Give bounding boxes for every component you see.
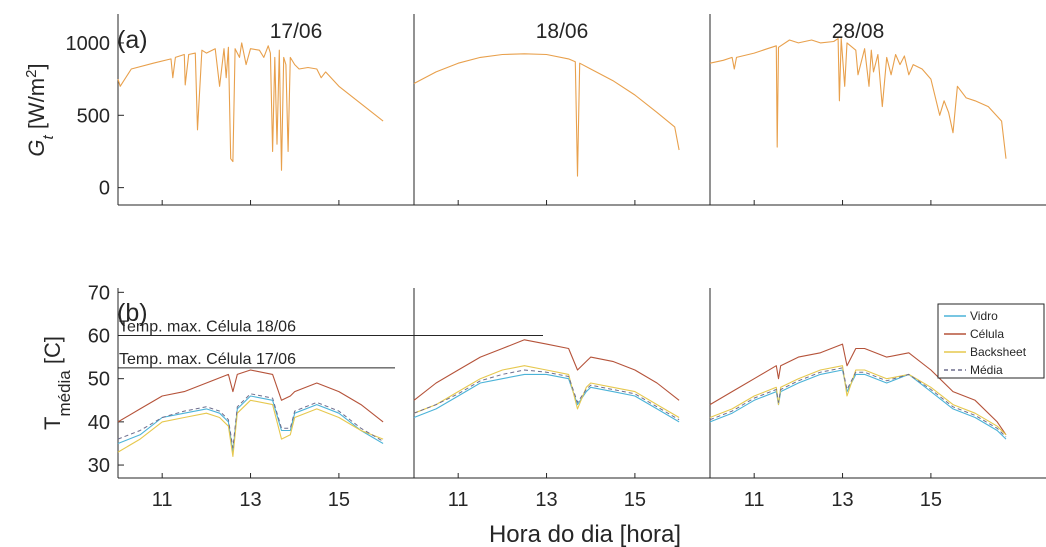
temp-line-célula-28-08 [709,343,1007,436]
legend-label-backsheet: Backsheet [970,345,1027,359]
y-tick-label: 40 [88,412,110,434]
panel-b-ylabel: Tmédia [C] [40,336,74,430]
y-tick-label: 0 [99,178,110,200]
temperature-panel: 30 40 50 60 70 11 13 15 11 13 15 11 13 15 Temp. max. … [40,282,1046,511]
day-label: 18/06 [536,20,589,43]
temp-line-backsheet-17-06 [117,399,384,457]
y-tick-label: 30 [88,455,110,477]
panel-a-label: (a) [117,26,148,54]
x-tick-label: 13 [239,489,261,511]
x-tick-label: 13 [831,489,853,511]
irradiance-line-17-06 [117,42,384,171]
temp-line-célula-17-06 [117,369,384,423]
temp-line-célula-18-06 [413,339,680,401]
legend: Vidro Célula Backsheet Média [937,303,1045,379]
temp-line-backsheet-18-06 [413,365,680,418]
x-tick-label: 11 [152,489,173,511]
panel-b-background [118,288,1046,478]
x-tick-label: 15 [920,489,942,511]
x-tick-label: 11 [448,489,469,511]
y-tick-label: 1000 [66,33,111,55]
x-axis-label: Hora do dia [hora] [489,521,681,547]
temp-line-média-28-08 [709,367,1007,438]
x-tick-label: 15 [328,489,350,511]
day-label: 28/08 [832,20,885,43]
y-tick-label: 500 [77,105,110,127]
legend-label-media: Média [970,363,1003,377]
y-tick-label: 50 [88,369,110,391]
temp-line-backsheet-28-08 [709,365,1007,436]
max-temp-annotation: Temp. max. Célula 17/06 [119,351,296,368]
irradiance-line-18-06 [413,53,680,177]
temp-line-média-18-06 [413,369,680,421]
y-tick-label: 60 [88,326,110,348]
legend-label-celula: Célula [970,327,1004,341]
temp-line-média-17-06 [117,393,384,449]
panel-a-background [118,14,1046,205]
day-label: 17/06 [270,20,323,43]
irradiance-line-28-08 [709,38,1007,159]
temp-line-vidro-18-06 [413,373,680,423]
legend-label-vidro: Vidro [970,309,998,323]
panel-a-ylabel: Gt [W/m2] [23,63,57,156]
temp-line-vidro-17-06 [117,395,384,453]
y-tick-label: 70 [88,282,110,304]
irradiance-panel: 0 500 1000 17/06 18/06 28/08 (a) Gt [W/m2] [23,14,1046,206]
x-tick-label: 13 [535,489,557,511]
x-tick-label: 11 [744,489,765,511]
panel-b-label: (b) [117,299,148,327]
max-temp-annotation: Temp. max. Célula 18/06 [119,319,296,336]
x-tick-label: 15 [624,489,646,511]
